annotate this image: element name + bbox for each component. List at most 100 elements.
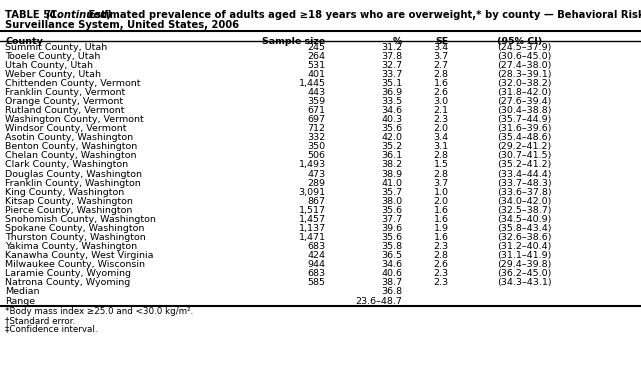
Text: 671: 671	[308, 106, 326, 115]
Text: (31.2–40.4): (31.2–40.4)	[497, 242, 551, 251]
Text: 401: 401	[308, 70, 326, 79]
Text: (27.4–38.0): (27.4–38.0)	[497, 61, 551, 70]
Text: Range: Range	[5, 296, 35, 306]
Text: 35.6: 35.6	[381, 124, 403, 133]
Text: 1,445: 1,445	[299, 79, 326, 88]
Text: 34.6: 34.6	[381, 260, 403, 269]
Text: King County, Washington: King County, Washington	[5, 188, 124, 197]
Text: 35.6: 35.6	[381, 233, 403, 242]
Text: 944: 944	[308, 260, 326, 269]
Text: 38.2: 38.2	[381, 160, 403, 170]
Text: 40.6: 40.6	[381, 269, 403, 278]
Text: 3,091: 3,091	[299, 188, 326, 197]
Text: Snohomish County, Washington: Snohomish County, Washington	[5, 215, 156, 224]
Text: 1.6: 1.6	[434, 215, 449, 224]
Text: †Standard error.: †Standard error.	[5, 316, 76, 325]
Text: 2.3: 2.3	[433, 279, 449, 287]
Text: 506: 506	[308, 151, 326, 160]
Text: Kanawha County, West Virginia: Kanawha County, West Virginia	[5, 251, 154, 260]
Text: 3.4: 3.4	[433, 43, 449, 51]
Text: (35.4–48.6): (35.4–48.6)	[497, 133, 551, 142]
Text: 1.6: 1.6	[434, 206, 449, 215]
Text: Sample size: Sample size	[262, 37, 326, 46]
Text: (35.7–44.9): (35.7–44.9)	[497, 115, 551, 124]
Text: SE: SE	[435, 37, 449, 46]
Text: 1.6: 1.6	[434, 233, 449, 242]
Text: (33.6–37.8): (33.6–37.8)	[497, 188, 551, 197]
Text: Yakima County, Washington: Yakima County, Washington	[5, 242, 137, 251]
Text: Chelan County, Washington: Chelan County, Washington	[5, 151, 137, 160]
Text: 1.0: 1.0	[434, 188, 449, 197]
Text: 1,471: 1,471	[299, 233, 326, 242]
Text: 3.7: 3.7	[433, 52, 449, 61]
Text: 36.9: 36.9	[381, 88, 403, 97]
Text: 332: 332	[308, 133, 326, 142]
Text: Weber County, Utah: Weber County, Utah	[5, 70, 101, 79]
Text: Tooele County, Utah: Tooele County, Utah	[5, 52, 101, 61]
Text: 36.5: 36.5	[381, 251, 403, 260]
Text: 33.7: 33.7	[381, 70, 403, 79]
Text: 23.6–48.7: 23.6–48.7	[356, 296, 403, 306]
Text: (95% CI): (95% CI)	[497, 37, 542, 46]
Text: (30.6–45.0): (30.6–45.0)	[497, 52, 551, 61]
Text: 35.7: 35.7	[381, 188, 403, 197]
Text: Pierce County, Washington: Pierce County, Washington	[5, 206, 133, 215]
Text: Washington County, Vermont: Washington County, Vermont	[5, 115, 144, 124]
Text: 697: 697	[308, 115, 326, 124]
Text: Estimated prevalence of adults aged ≥18 years who are overweight,* by county — B: Estimated prevalence of adults aged ≥18 …	[85, 10, 641, 19]
Text: (34.3–43.1): (34.3–43.1)	[497, 279, 551, 287]
Text: 35.2: 35.2	[381, 142, 403, 151]
Text: 34.6: 34.6	[381, 106, 403, 115]
Text: 359: 359	[308, 97, 326, 106]
Text: (34.5–40.9): (34.5–40.9)	[497, 215, 551, 224]
Text: Franklin County, Washington: Franklin County, Washington	[5, 179, 141, 187]
Text: 35.6: 35.6	[381, 206, 403, 215]
Text: 1.6: 1.6	[434, 79, 449, 88]
Text: 264: 264	[308, 52, 326, 61]
Text: 35.1: 35.1	[381, 79, 403, 88]
Text: Benton County, Washington: Benton County, Washington	[5, 142, 137, 151]
Text: Franklin County, Vermont: Franklin County, Vermont	[5, 88, 126, 97]
Text: Douglas County, Washington: Douglas County, Washington	[5, 170, 142, 179]
Text: 2.8: 2.8	[434, 170, 449, 179]
Text: 37.8: 37.8	[381, 52, 403, 61]
Text: Thurston County, Washington: Thurston County, Washington	[5, 233, 146, 242]
Text: %: %	[393, 37, 403, 46]
Text: (35.2–41.2): (35.2–41.2)	[497, 160, 551, 170]
Text: 38.0: 38.0	[381, 197, 403, 206]
Text: 37.7: 37.7	[381, 215, 403, 224]
Text: 40.3: 40.3	[381, 115, 403, 124]
Text: 424: 424	[308, 251, 326, 260]
Text: 3.4: 3.4	[433, 133, 449, 142]
Text: (31.6–39.6): (31.6–39.6)	[497, 124, 551, 133]
Text: 473: 473	[308, 170, 326, 179]
Text: Windsor County, Vermont: Windsor County, Vermont	[5, 124, 127, 133]
Text: (33.7–48.3): (33.7–48.3)	[497, 179, 551, 187]
Text: Asotin County, Washington: Asotin County, Washington	[5, 133, 133, 142]
Text: County: County	[5, 37, 43, 46]
Text: 712: 712	[308, 124, 326, 133]
Text: (33.4–44.4): (33.4–44.4)	[497, 170, 551, 179]
Text: 683: 683	[308, 242, 326, 251]
Text: 289: 289	[308, 179, 326, 187]
Text: Clark County, Washington: Clark County, Washington	[5, 160, 128, 170]
Text: Milwaukee County, Wisconsin: Milwaukee County, Wisconsin	[5, 260, 145, 269]
Text: (34.0–42.0): (34.0–42.0)	[497, 197, 551, 206]
Text: 31.2: 31.2	[381, 43, 403, 51]
Text: 2.1: 2.1	[434, 106, 449, 115]
Text: 2.8: 2.8	[434, 251, 449, 260]
Text: 3.0: 3.0	[433, 97, 449, 106]
Text: 3.7: 3.7	[433, 179, 449, 187]
Text: 32.7: 32.7	[381, 61, 403, 70]
Text: 1,457: 1,457	[299, 215, 326, 224]
Text: (29.2–41.2): (29.2–41.2)	[497, 142, 551, 151]
Text: 41.0: 41.0	[381, 179, 403, 187]
Text: 2.8: 2.8	[434, 70, 449, 79]
Text: 585: 585	[308, 279, 326, 287]
Text: *Body mass index ≥25.0 and <30.0 kg/m².: *Body mass index ≥25.0 and <30.0 kg/m².	[5, 307, 194, 317]
Text: 1,493: 1,493	[299, 160, 326, 170]
Text: 3.1: 3.1	[433, 142, 449, 151]
Text: 2.8: 2.8	[434, 151, 449, 160]
Text: 35.8: 35.8	[381, 242, 403, 251]
Text: 1.9: 1.9	[434, 224, 449, 233]
